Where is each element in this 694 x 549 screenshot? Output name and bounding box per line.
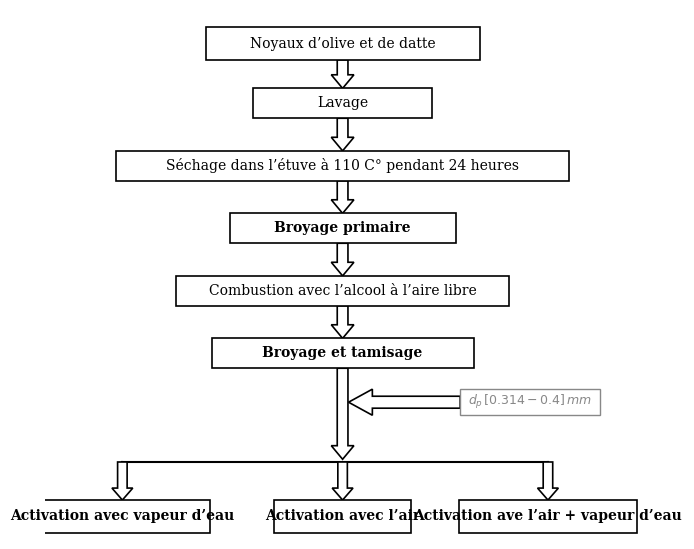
Text: Lavage: Lavage <box>317 96 368 110</box>
FancyBboxPatch shape <box>230 214 456 243</box>
Text: Activation avec vapeur d’eau: Activation avec vapeur d’eau <box>10 509 235 523</box>
FancyBboxPatch shape <box>212 338 473 368</box>
Text: $d_p\,[0.314-0.4]\,mm$: $d_p\,[0.314-0.4]\,mm$ <box>468 393 592 411</box>
Polygon shape <box>331 60 354 88</box>
Text: Activation avec l’air: Activation avec l’air <box>265 509 420 523</box>
Polygon shape <box>332 462 353 500</box>
Polygon shape <box>331 306 354 338</box>
FancyBboxPatch shape <box>117 151 569 181</box>
Text: Combustion avec l’alcool à l’aire libre: Combustion avec l’alcool à l’aire libre <box>209 284 477 298</box>
Polygon shape <box>331 368 354 460</box>
Text: Broyage primaire: Broyage primaire <box>274 221 411 236</box>
Text: Séchage dans l’étuve à 110 C° pendant 24 heures: Séchage dans l’étuve à 110 C° pendant 24… <box>166 158 519 173</box>
Text: Broyage et tamisage: Broyage et tamisage <box>262 346 423 360</box>
FancyBboxPatch shape <box>274 500 411 533</box>
Polygon shape <box>112 462 133 500</box>
FancyBboxPatch shape <box>35 500 210 533</box>
FancyBboxPatch shape <box>176 276 509 306</box>
FancyBboxPatch shape <box>205 27 480 60</box>
Text: Activation ave l’air + vapeur d’eau: Activation ave l’air + vapeur d’eau <box>414 509 682 523</box>
Polygon shape <box>331 243 354 276</box>
Polygon shape <box>331 181 354 214</box>
Polygon shape <box>331 118 354 151</box>
Polygon shape <box>348 389 460 415</box>
Text: Noyaux d’olive et de datte: Noyaux d’olive et de datte <box>250 37 435 51</box>
FancyBboxPatch shape <box>460 389 600 415</box>
Polygon shape <box>538 462 559 500</box>
FancyBboxPatch shape <box>253 88 432 118</box>
FancyBboxPatch shape <box>459 500 637 533</box>
